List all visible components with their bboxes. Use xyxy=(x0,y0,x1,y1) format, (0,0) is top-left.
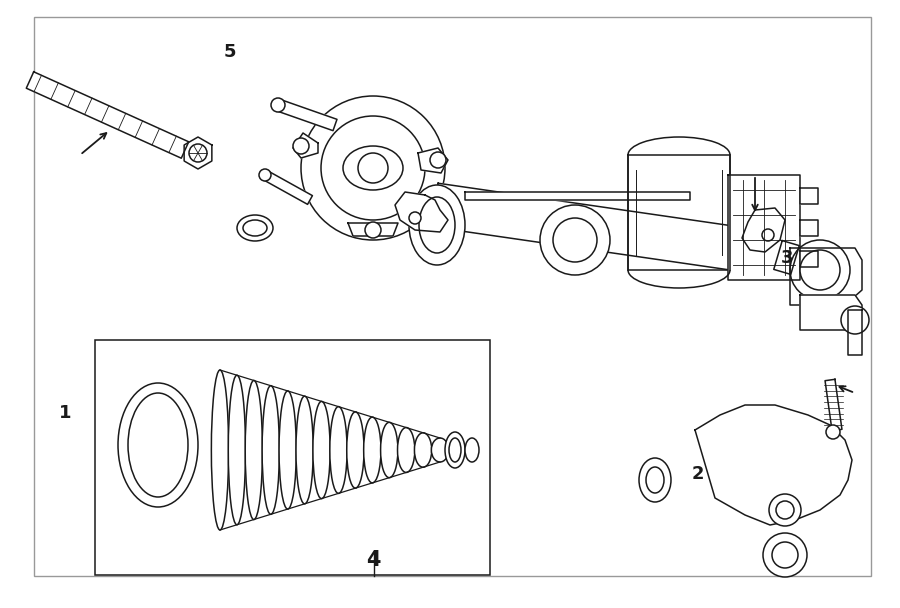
Polygon shape xyxy=(293,133,318,158)
Circle shape xyxy=(409,212,421,224)
Ellipse shape xyxy=(237,215,273,241)
Polygon shape xyxy=(800,295,862,330)
Text: 4: 4 xyxy=(366,550,381,570)
Ellipse shape xyxy=(229,375,246,525)
Ellipse shape xyxy=(381,423,398,478)
Text: 5: 5 xyxy=(223,43,236,61)
Polygon shape xyxy=(800,251,818,267)
Polygon shape xyxy=(742,208,785,252)
Circle shape xyxy=(321,116,425,220)
Ellipse shape xyxy=(449,438,461,462)
Circle shape xyxy=(540,205,610,275)
Text: 2: 2 xyxy=(691,465,704,483)
Polygon shape xyxy=(418,148,448,173)
Polygon shape xyxy=(348,223,398,236)
Circle shape xyxy=(800,250,840,290)
Circle shape xyxy=(790,240,850,300)
Ellipse shape xyxy=(398,427,415,472)
Ellipse shape xyxy=(296,396,313,504)
Circle shape xyxy=(358,153,388,183)
Ellipse shape xyxy=(313,401,330,499)
Ellipse shape xyxy=(329,407,347,493)
Circle shape xyxy=(772,542,798,568)
Ellipse shape xyxy=(212,370,229,530)
Circle shape xyxy=(189,144,207,162)
Circle shape xyxy=(553,218,597,262)
Polygon shape xyxy=(26,72,189,158)
Circle shape xyxy=(826,425,840,439)
Circle shape xyxy=(293,138,309,154)
Ellipse shape xyxy=(128,393,188,497)
Ellipse shape xyxy=(118,383,198,507)
Circle shape xyxy=(259,169,271,181)
Polygon shape xyxy=(432,183,783,277)
Polygon shape xyxy=(628,155,730,270)
Polygon shape xyxy=(728,175,800,280)
Ellipse shape xyxy=(414,433,432,467)
Polygon shape xyxy=(184,137,212,169)
Text: 1: 1 xyxy=(58,404,71,423)
Circle shape xyxy=(762,229,774,241)
Ellipse shape xyxy=(445,432,465,468)
Polygon shape xyxy=(800,219,818,235)
Circle shape xyxy=(430,152,446,168)
Ellipse shape xyxy=(431,438,448,462)
Polygon shape xyxy=(790,248,862,305)
Polygon shape xyxy=(276,99,337,131)
Polygon shape xyxy=(695,405,852,525)
Ellipse shape xyxy=(419,197,455,253)
Circle shape xyxy=(271,98,285,112)
Polygon shape xyxy=(263,171,312,204)
Ellipse shape xyxy=(262,385,279,514)
Circle shape xyxy=(365,222,381,238)
Polygon shape xyxy=(825,379,842,430)
Circle shape xyxy=(301,96,445,240)
Polygon shape xyxy=(848,310,862,355)
Ellipse shape xyxy=(639,458,671,502)
Ellipse shape xyxy=(465,438,479,462)
Ellipse shape xyxy=(245,381,263,520)
Circle shape xyxy=(776,501,794,519)
Ellipse shape xyxy=(409,185,465,265)
Circle shape xyxy=(763,533,807,577)
Ellipse shape xyxy=(343,146,403,190)
Polygon shape xyxy=(800,188,818,204)
Polygon shape xyxy=(465,192,690,200)
Bar xyxy=(95,340,490,575)
Ellipse shape xyxy=(646,467,664,493)
Polygon shape xyxy=(395,192,448,232)
Ellipse shape xyxy=(346,412,364,488)
Ellipse shape xyxy=(364,417,381,483)
Circle shape xyxy=(841,306,869,334)
Text: 3: 3 xyxy=(781,249,794,268)
Ellipse shape xyxy=(279,391,296,509)
Ellipse shape xyxy=(243,220,267,236)
Circle shape xyxy=(769,494,801,526)
Polygon shape xyxy=(774,241,799,274)
